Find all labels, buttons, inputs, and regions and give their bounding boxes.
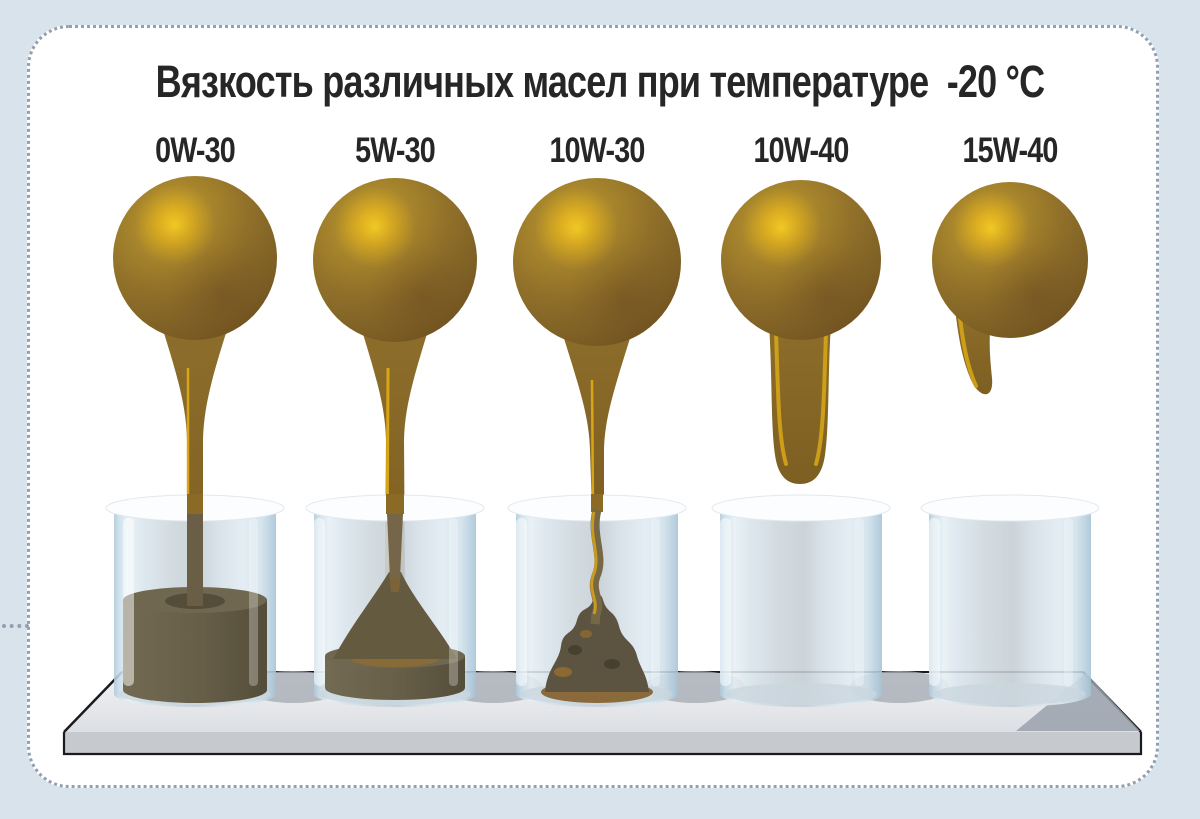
border-tick-mark xyxy=(2,624,29,628)
label-5w30: 5W-30 xyxy=(355,131,436,170)
label-10w30: 10W-30 xyxy=(549,131,645,170)
label-15w40: 15W-40 xyxy=(962,131,1058,170)
page-title: Вязкость различных масел при температуре… xyxy=(155,56,1046,107)
label-10w40: 10W-40 xyxy=(753,131,849,170)
label-0w30: 0W-30 xyxy=(155,131,236,170)
